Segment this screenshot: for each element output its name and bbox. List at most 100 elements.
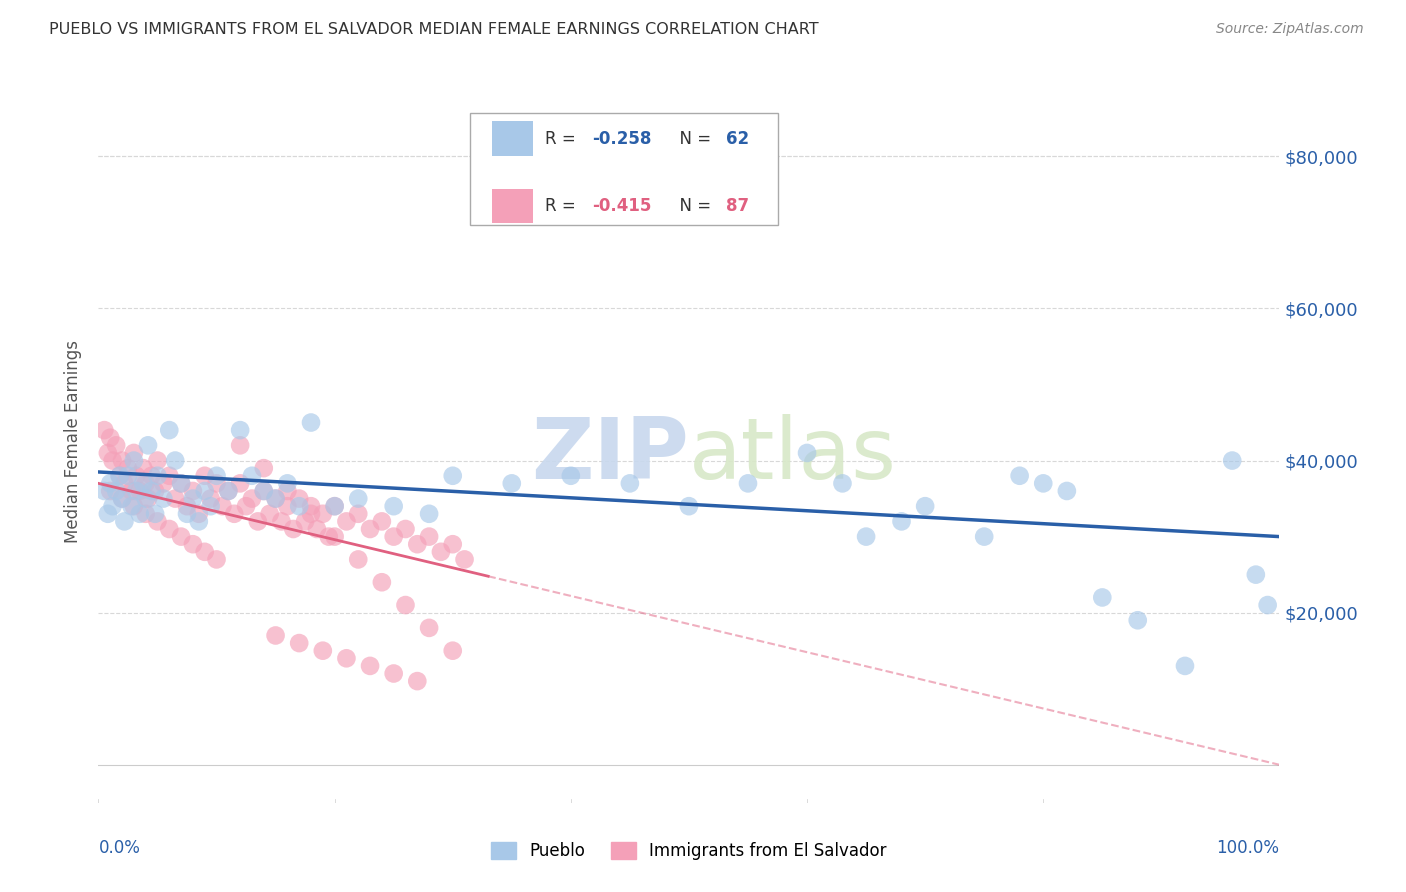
Point (359, 659, 381, 673)
Point (406, 537, 429, 551)
Point (122, 453, 145, 467)
Point (170, 476, 193, 491)
Point (371, 515, 394, 529)
Point (170, 530, 193, 544)
Point (1056, 483, 1078, 498)
Point (194, 545, 217, 559)
Point (276, 476, 298, 491)
Point (299, 499, 322, 513)
Point (240, 468, 263, 483)
Point (105, 438, 128, 452)
Point (98, 431, 121, 445)
Point (101, 453, 124, 467)
Point (264, 628, 287, 642)
Point (181, 483, 204, 498)
Point (217, 483, 239, 498)
Text: R =: R = (546, 197, 581, 215)
Point (264, 491, 287, 506)
Point (143, 507, 166, 521)
Point (217, 483, 239, 498)
Point (176, 507, 198, 521)
Point (132, 476, 155, 491)
Point (619, 476, 641, 491)
Point (146, 453, 169, 467)
Legend: Pueblo, Immigrants from El Salvador: Pueblo, Immigrants from El Salvador (485, 835, 893, 867)
Point (294, 515, 316, 529)
Point (146, 515, 169, 529)
Point (382, 499, 405, 513)
Point (359, 522, 381, 536)
Point (312, 643, 335, 657)
Point (831, 476, 853, 491)
Point (914, 499, 936, 513)
Point (122, 446, 145, 460)
Point (170, 476, 193, 491)
Point (121, 499, 143, 513)
Text: PUEBLO VS IMMIGRANTS FROM EL SALVADOR MEDIAN FEMALE EARNINGS CORRELATION CHART: PUEBLO VS IMMIGRANTS FROM EL SALVADOR ME… (49, 22, 818, 37)
Point (125, 468, 148, 483)
Point (97, 446, 120, 460)
Text: -0.415: -0.415 (592, 197, 651, 215)
Point (430, 545, 453, 559)
Point (211, 499, 233, 513)
Point (200, 499, 222, 513)
Point (1220, 453, 1243, 467)
Point (441, 537, 464, 551)
Point (117, 461, 139, 475)
Point (288, 636, 311, 650)
Point (117, 468, 139, 483)
Point (240, 491, 263, 506)
Point (406, 674, 429, 689)
Point (187, 507, 209, 521)
Point (1091, 591, 1114, 605)
Point (181, 491, 204, 506)
Point (125, 483, 148, 498)
Point (157, 423, 180, 437)
Point (135, 476, 157, 491)
Text: 100.0%: 100.0% (1216, 838, 1279, 857)
Text: atlas: atlas (689, 415, 897, 498)
Point (98, 476, 121, 491)
Point (229, 423, 252, 437)
Point (312, 507, 335, 521)
Point (98, 483, 121, 498)
Point (128, 507, 150, 521)
Point (111, 491, 134, 506)
Point (194, 483, 217, 498)
Point (141, 483, 163, 498)
Point (112, 515, 135, 529)
Point (1126, 613, 1149, 627)
Point (323, 499, 346, 513)
Point (276, 483, 298, 498)
Point (270, 515, 292, 529)
Point (141, 468, 163, 483)
Point (796, 446, 818, 460)
Point (1174, 659, 1197, 673)
Point (143, 483, 166, 498)
Text: N =: N = (669, 130, 716, 148)
Point (157, 522, 180, 536)
Point (93, 423, 115, 437)
Point (394, 522, 416, 536)
Point (453, 552, 475, 566)
Point (205, 476, 228, 491)
Point (259, 507, 281, 521)
Point (305, 522, 328, 536)
Text: -0.258: -0.258 (592, 130, 651, 148)
Point (418, 507, 440, 521)
Point (382, 666, 405, 681)
Text: Source: ZipAtlas.com: Source: ZipAtlas.com (1216, 22, 1364, 37)
Point (122, 499, 145, 513)
Point (108, 468, 131, 483)
FancyBboxPatch shape (492, 188, 533, 223)
Text: 87: 87 (725, 197, 748, 215)
Y-axis label: Median Female Earnings: Median Female Earnings (65, 340, 83, 543)
Point (229, 476, 252, 491)
Point (678, 499, 700, 513)
Point (371, 575, 394, 590)
Point (152, 476, 174, 491)
Point (101, 499, 124, 513)
Point (111, 491, 134, 506)
Point (157, 468, 180, 483)
Point (441, 468, 464, 483)
